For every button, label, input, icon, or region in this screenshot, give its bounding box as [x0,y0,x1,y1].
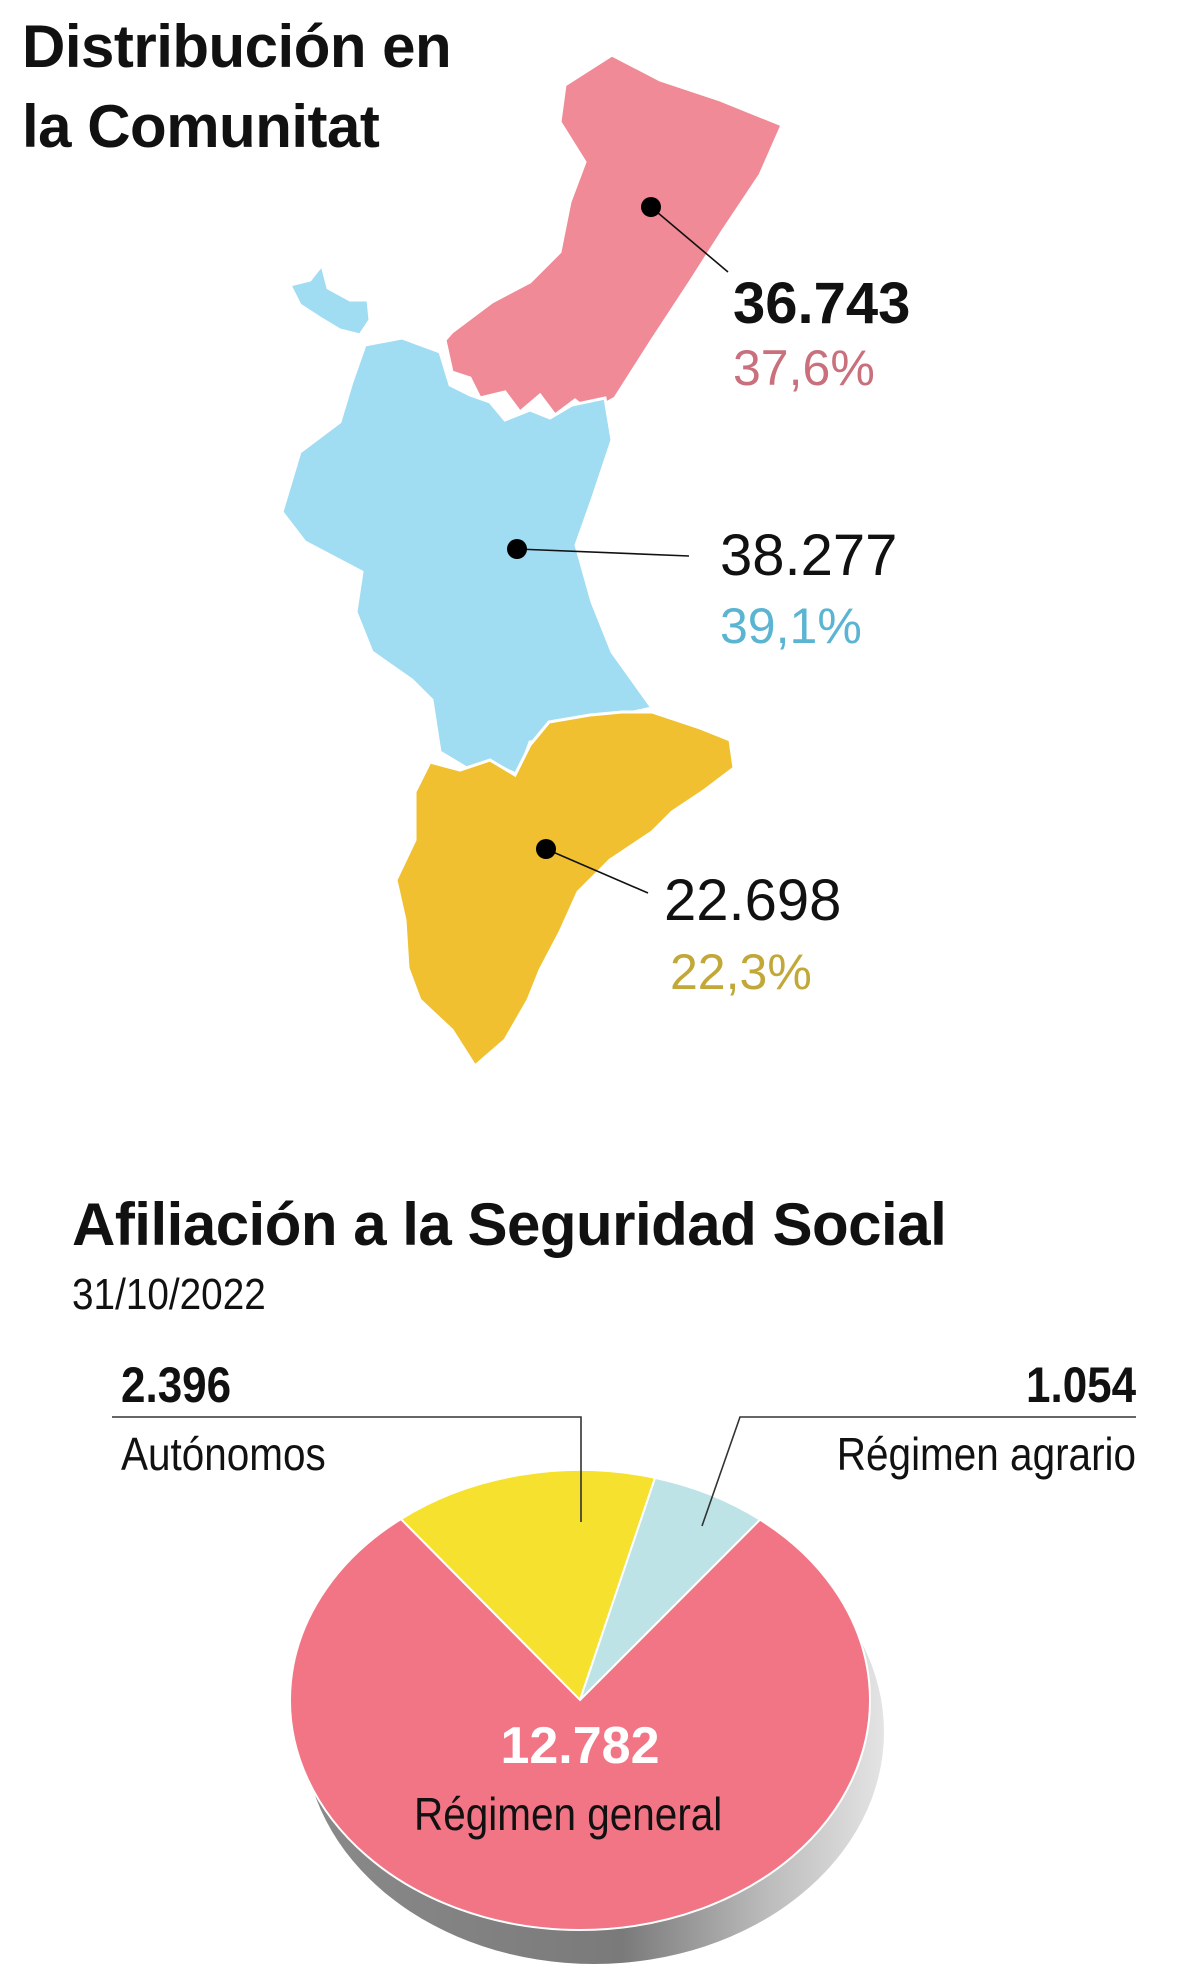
region-percent-castellon: 37,6% [733,340,875,396]
map-region-valencia [280,336,655,778]
pie-slice-autonomos [399,1469,657,1702]
pie-leader-lines [112,1416,1136,1527]
region-dot [641,197,661,217]
pie-slices [289,1469,871,1931]
label-value-agrario: 1.054 [1025,1357,1136,1413]
pie-slice-agrario [579,1476,762,1701]
label-value-general: 12.782 [500,1717,660,1775]
label-autonomos: Autónomos [121,1428,326,1480]
region-percent-alicante: 22,3% [670,944,812,1000]
region-value-castellon: 36.743 [733,271,911,336]
map-region-alicante [394,710,736,1069]
label-agrario: Régimen agrario [836,1428,1136,1480]
region-dot [536,839,556,859]
region-percent-valencia: 39,1% [720,598,862,654]
map-region-valencia-enclave [287,261,372,337]
pie-title: Afiliación a la Seguridad Social [72,1191,947,1258]
region-value-alicante: 22.698 [664,868,842,933]
label-general: Régimen general [413,1788,723,1840]
pie-subtitle: 31/10/2022 [72,1270,266,1319]
pie-slice-general [289,1517,871,1931]
leader-lines [516,206,729,894]
map-title-line2: la Comunitat [22,93,380,160]
region-dot [507,539,527,559]
map-title-line1: Distribución en [22,13,452,80]
label-value-autonomos: 2.396 [121,1357,232,1413]
map-region-castellon [443,53,784,418]
region-value-valencia: 38.277 [720,523,898,588]
